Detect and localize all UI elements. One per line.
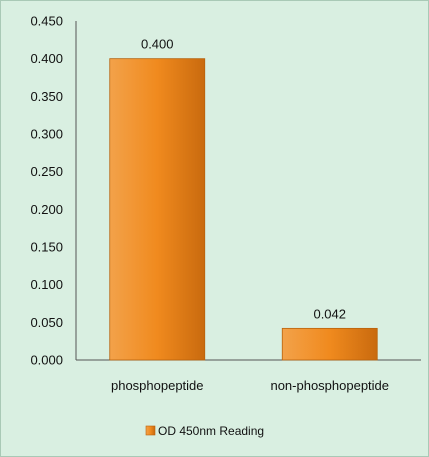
legend-swatch xyxy=(145,425,156,436)
x-category-label: non-phosphopeptide xyxy=(270,378,389,393)
bar xyxy=(281,327,378,361)
x-axis-category-labels: phosphopeptide non-phosphopeptide xyxy=(111,378,389,393)
y-tick-label: 0.350 xyxy=(30,89,63,104)
y-tick-label: 0.450 xyxy=(30,14,63,29)
bar xyxy=(109,58,206,361)
y-tick-label: 0.400 xyxy=(30,51,63,66)
y-axis-tick-labels: 0.000 0.050 0.100 0.150 0.200 0.250 0.300 0.350… xyxy=(30,14,63,368)
bar-value-label: 0.042 xyxy=(313,306,346,321)
y-tick-label: 0.000 xyxy=(30,353,63,368)
y-tick-label: 0.150 xyxy=(30,240,63,255)
y-tick-label: 0.200 xyxy=(30,202,63,217)
legend-label: OD 450nm Reading xyxy=(158,424,264,438)
data-labels: 0.400 0.042 xyxy=(141,37,346,322)
bar-value-label: 0.400 xyxy=(141,37,174,52)
legend: OD 450nm Reading xyxy=(145,424,264,438)
y-tick-label: 0.100 xyxy=(30,277,63,292)
y-tick-label: 0.300 xyxy=(30,127,63,142)
bars xyxy=(109,58,378,361)
x-category-label: phosphopeptide xyxy=(111,378,204,393)
y-tick-label: 0.250 xyxy=(30,164,63,179)
y-tick-label: 0.050 xyxy=(30,315,63,330)
